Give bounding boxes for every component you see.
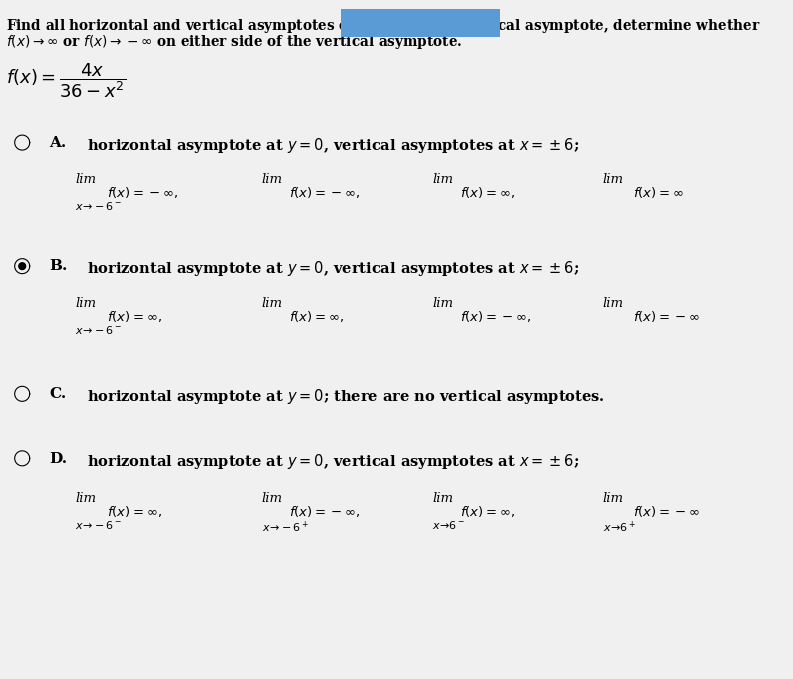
Text: lim: lim [75,173,97,186]
Text: $f(x) = \infty,$: $f(x) = \infty,$ [107,504,162,519]
Text: $x\!\to\!-6^-$: $x\!\to\!-6^-$ [75,519,122,532]
Text: $f(x) = -\infty,$: $f(x) = -\infty,$ [107,185,178,200]
Text: $f(x) = \infty,$: $f(x) = \infty,$ [460,504,515,519]
Text: lim: lim [432,492,454,505]
Text: $f(x) = \infty,$: $f(x) = \infty,$ [289,309,344,324]
Text: $x\!\to\!6^-$: $x\!\to\!6^-$ [432,519,465,532]
Text: $x\!\to\!6^+$: $x\!\to\!6^+$ [603,519,636,535]
Text: $f(x) = -\infty$: $f(x) = -\infty$ [633,309,699,324]
Text: $x\!\to\!-6^-$: $x\!\to\!-6^-$ [75,324,122,336]
Text: horizontal asymptote at $y = 0$; there are no vertical asymptotes.: horizontal asymptote at $y = 0$; there a… [87,387,605,406]
Text: Find all horizontal and vertical asymptotes of $f(x)$. For each vertical asympto: Find all horizontal and vertical asympto… [6,17,760,35]
Text: lim: lim [603,173,624,186]
Text: $x\!\to\!-6^-$: $x\!\to\!-6^-$ [75,200,122,213]
Text: A.: A. [49,136,67,150]
Text: C.: C. [49,387,67,401]
Text: $f(x) \to \infty$ or $f(x) \to -\infty$ on either side of the vertical asymptote: $f(x) \to \infty$ or $f(x) \to -\infty$ … [6,33,463,51]
Text: $f(x) = -\infty,$: $f(x) = -\infty,$ [289,504,361,519]
Text: $f(x) = \dfrac{4x}{36-x^2}$: $f(x) = \dfrac{4x}{36-x^2}$ [6,61,126,100]
Text: $f(x) = -\infty$: $f(x) = -\infty$ [633,504,699,519]
Polygon shape [19,263,25,270]
Text: lim: lim [262,173,283,186]
Text: $x\!\to\!-6^+$: $x\!\to\!-6^+$ [262,519,308,535]
Text: lim: lim [75,492,97,505]
Text: lim: lim [603,297,624,310]
Text: $f(x) = \infty,$: $f(x) = \infty,$ [460,185,515,200]
Text: $f(x) = \infty$: $f(x) = \infty$ [633,185,684,200]
Text: horizontal asymptote at $y = 0$, vertical asymptotes at $x = \pm6$;: horizontal asymptote at $y = 0$, vertica… [87,136,580,155]
Text: D.: D. [49,452,67,466]
Text: lim: lim [432,173,454,186]
Text: lim: lim [432,297,454,310]
Text: horizontal asymptote at $y = 0$, vertical asymptotes at $x = \pm6$;: horizontal asymptote at $y = 0$, vertica… [87,259,580,278]
Text: $f(x) = -\infty,$: $f(x) = -\infty,$ [460,309,531,324]
Text: lim: lim [262,492,283,505]
Text: lim: lim [603,492,624,505]
Text: B.: B. [49,259,67,274]
Text: $f(x) = \infty,$: $f(x) = \infty,$ [107,309,162,324]
Text: lim: lim [75,297,97,310]
FancyBboxPatch shape [341,9,500,37]
Text: $f(x) = -\infty,$: $f(x) = -\infty,$ [289,185,361,200]
Text: horizontal asymptote at $y = 0$, vertical asymptotes at $x = \pm6$;: horizontal asymptote at $y = 0$, vertica… [87,452,580,471]
Text: lim: lim [262,297,283,310]
